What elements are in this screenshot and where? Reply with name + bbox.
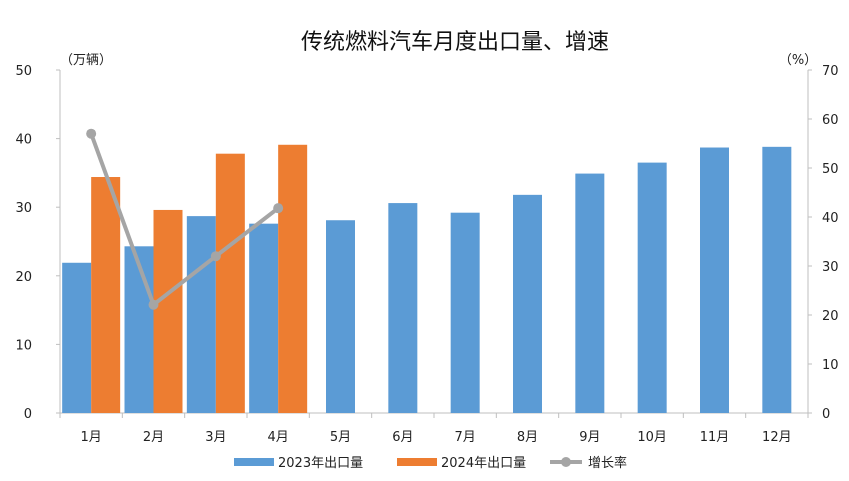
left-tick-label: 30 — [15, 201, 32, 216]
bar-group — [62, 144, 792, 414]
growth-rate-point — [86, 128, 97, 139]
left-axis-unit: （万辆） — [60, 53, 112, 68]
bar-2024 — [215, 153, 245, 413]
x-tick-label: 7月 — [455, 430, 476, 445]
legend: 2023年出口量 2024年出口量 增长率 — [234, 455, 627, 471]
x-tick-label: 11月 — [700, 430, 730, 445]
bar-2023 — [388, 203, 418, 413]
left-tick-label: 20 — [15, 270, 32, 285]
bar-2023 — [637, 162, 667, 413]
left-tick-label: 10 — [15, 338, 32, 353]
growth-rate-point — [210, 251, 221, 262]
bar-2023 — [575, 173, 605, 413]
legend-swatch-growth-marker — [561, 457, 571, 467]
line-group — [86, 128, 284, 310]
left-tick-label: 50 — [15, 64, 32, 79]
x-tick-label: 12月 — [762, 430, 792, 445]
left-tick-label: 40 — [15, 133, 32, 148]
legend-swatch-2024 — [397, 458, 437, 466]
x-tick-label: 6月 — [392, 430, 413, 445]
bar-2023 — [513, 194, 542, 413]
x-tick-label: 5月 — [330, 430, 351, 445]
bar-2023 — [326, 220, 355, 413]
right-tick-label: 30 — [822, 260, 839, 275]
x-tick-label: 3月 — [205, 430, 226, 445]
right-tick-label: 20 — [822, 309, 839, 324]
growth-rate-point — [148, 299, 159, 310]
x-tick-label: 4月 — [268, 430, 289, 445]
right-axis-unit: （%） — [779, 53, 817, 68]
bar-2023 — [249, 223, 279, 413]
bar-2023 — [62, 262, 92, 413]
bar-2023 — [762, 146, 792, 413]
axes: 0 10 20 30 40 50 0 10 20 30 40 50 60 70 1月 2月 3月 4月 5月 6月 7月… — [15, 64, 838, 445]
bar-2024 — [91, 177, 121, 413]
bar-2024 — [153, 209, 183, 413]
growth-rate-point — [273, 203, 284, 214]
bar-2023 — [124, 246, 154, 413]
right-tick-label: 50 — [822, 162, 839, 177]
x-tick-label: 9月 — [579, 430, 600, 445]
x-tick-label: 1月 — [81, 430, 102, 445]
bar-2023 — [186, 216, 216, 413]
legend-swatch-2023 — [234, 458, 274, 466]
chart-title: 传统燃料汽车月度出口量、增速 — [301, 30, 609, 55]
right-tick-label: 60 — [822, 113, 839, 128]
growth-rate-line — [89, 133, 280, 307]
bar-2024 — [278, 144, 308, 414]
left-tick-label: 0 — [24, 407, 32, 422]
bar-2023 — [450, 212, 480, 413]
right-tick-label: 0 — [822, 407, 830, 422]
x-tick-label: 8月 — [517, 430, 538, 445]
legend-label-growth: 增长率 — [588, 455, 627, 471]
legend-label-2024: 2024年出口量 — [441, 456, 526, 471]
x-tick-label: 2月 — [143, 430, 164, 445]
legend-label-2023: 2023年出口量 — [278, 456, 363, 471]
right-tick-label: 10 — [822, 358, 839, 373]
x-tick-label: 10月 — [637, 430, 667, 445]
bar-2023 — [700, 147, 729, 413]
right-tick-label: 40 — [822, 211, 839, 226]
right-tick-label: 70 — [822, 64, 839, 79]
